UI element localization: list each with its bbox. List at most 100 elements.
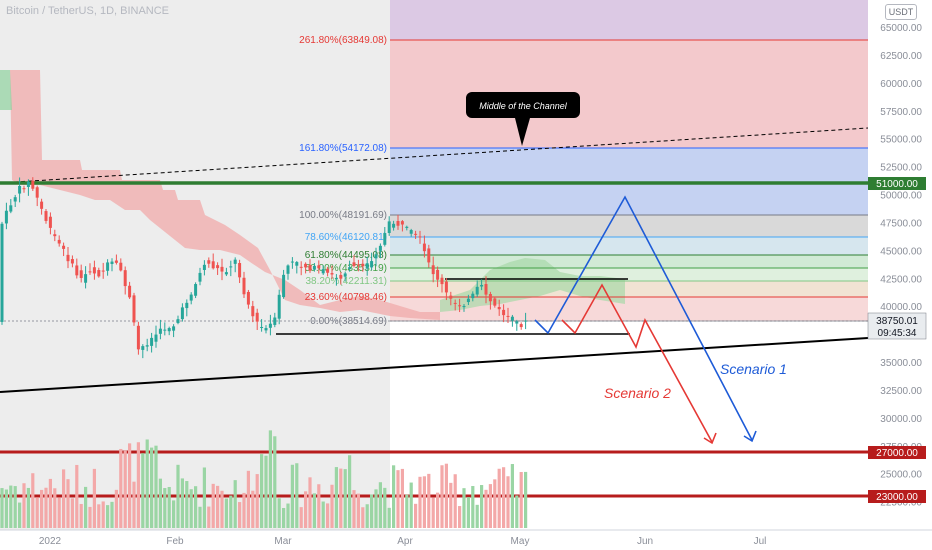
candle-body [524, 320, 528, 322]
candle-body [453, 302, 457, 304]
volume-bar [502, 467, 506, 528]
volume-bar [224, 498, 228, 528]
candle-body [268, 323, 272, 328]
fib-level-label: 38.20%(42211.31) [305, 276, 387, 287]
symbol-header: Bitcoin / TetherUS, 1D, BINANCE [6, 5, 170, 17]
candle-body [119, 262, 123, 271]
candle-body [176, 319, 180, 324]
volume-bar [79, 503, 83, 528]
candle-body [194, 284, 198, 296]
candle-body [198, 272, 202, 282]
candle-body [480, 284, 484, 287]
fib-level-label: 261.80%(63849.08) [299, 35, 387, 46]
candle-body [106, 262, 110, 271]
volume-bar [484, 489, 488, 528]
callout-pointer [515, 118, 530, 146]
volume-bar [57, 497, 61, 528]
candle-body [9, 205, 13, 212]
candle-body [392, 223, 396, 228]
candle-body [40, 201, 44, 209]
volume-bar [66, 479, 70, 528]
candle-body [57, 239, 61, 244]
svg-text:51000.00: 51000.00 [876, 179, 918, 190]
volume-bar [387, 507, 391, 528]
price-tick-label: 35000.00 [880, 358, 922, 369]
volume-bar [220, 490, 224, 528]
candle-body [88, 271, 92, 273]
volume-bar [141, 453, 145, 528]
volume-bar [198, 506, 202, 528]
current-price-tag: 38750.01 09:45:34 [867, 312, 927, 340]
candle-body [290, 261, 294, 263]
candle-body [229, 266, 233, 268]
svg-text:27000.00: 27000.00 [876, 448, 918, 459]
volume-bar [35, 497, 39, 528]
volume-bar [163, 488, 167, 528]
candle-body [163, 329, 167, 331]
price-tick-label: 22500.00 [880, 498, 922, 509]
candle-body [202, 264, 206, 270]
candle-body [312, 265, 316, 270]
volume-bar [330, 484, 334, 528]
candle-body [361, 263, 365, 267]
volume-bar [246, 470, 250, 528]
volume-bar [453, 474, 457, 528]
volume-bar [304, 491, 308, 528]
volume-bar [436, 492, 440, 528]
volume-bar [110, 501, 114, 528]
candle-body [436, 269, 440, 280]
scenario-2-arrowhead [703, 432, 717, 445]
candle-body [128, 285, 132, 298]
callout-box [466, 92, 580, 118]
volume-bar [383, 487, 387, 528]
candle-body [378, 245, 382, 251]
candle-body [180, 307, 184, 320]
scenario-2-path [561, 283, 713, 443]
volume-bar [282, 507, 286, 528]
candle-body [422, 243, 426, 252]
volume-bar [356, 493, 360, 528]
candle-body [264, 328, 268, 331]
candle-body [282, 274, 286, 298]
volume-bar [361, 507, 365, 528]
scenario-2-label: Scenario 2 [604, 385, 671, 401]
volume-bar [154, 445, 158, 528]
volume-bar [458, 506, 462, 528]
currency-badge[interactable]: USDT [885, 4, 917, 20]
volume-bar [444, 463, 448, 528]
candle-body [304, 263, 308, 268]
candle-body [158, 328, 162, 334]
candle-body [352, 262, 356, 266]
candle-body [13, 197, 17, 202]
fib-zone-red [390, 40, 868, 148]
volume-bar [251, 490, 255, 528]
candle-body [101, 270, 105, 272]
volume-bar [40, 489, 44, 528]
volume-bar [462, 488, 466, 528]
candle-body [216, 265, 220, 269]
volume-bar [22, 483, 26, 528]
volume-bar [238, 502, 242, 528]
candle-body [123, 270, 127, 287]
volume-bar [480, 485, 484, 528]
candle-body [141, 346, 145, 350]
time-axis[interactable]: 2022 Feb Mar Apr May Jun Jul [39, 536, 767, 547]
candle-body [48, 216, 52, 228]
price-tag-27000: 27000.00 [868, 446, 926, 459]
svg-text:38750.01: 38750.01 [876, 316, 918, 327]
volume-bar [216, 485, 220, 528]
volume-bar [312, 493, 316, 528]
candle-body [506, 315, 510, 317]
channel-lower-line [0, 337, 869, 393]
volume-bar [326, 503, 330, 528]
volume-bar [431, 497, 435, 528]
candle-body [53, 234, 57, 237]
candle-body [400, 221, 404, 225]
volume-bar [176, 464, 180, 528]
price-tick-label: 40000.00 [880, 302, 922, 313]
volume-bar [9, 485, 13, 528]
volume-bar [515, 495, 519, 528]
candle-body [286, 265, 290, 274]
volume-bar [128, 443, 132, 528]
